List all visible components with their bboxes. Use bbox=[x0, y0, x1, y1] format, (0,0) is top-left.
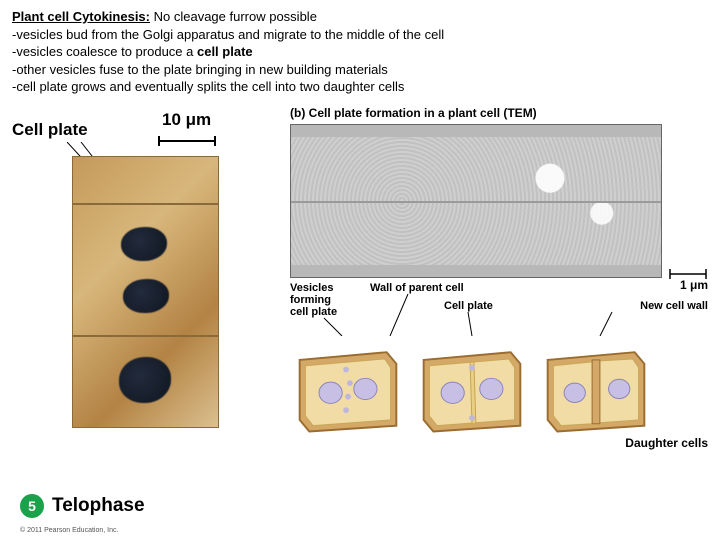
title-tail: No cleavage furrow possible bbox=[150, 9, 317, 24]
scale2-unit: μm bbox=[690, 278, 708, 292]
vesicles-label: Vesicles forming cell plate bbox=[290, 282, 337, 318]
heading-line-3: -vesicles coalesce to produce a cell pla… bbox=[12, 43, 708, 61]
daughter-cells-label: Daughter cells bbox=[290, 436, 708, 450]
scale-bar-icon bbox=[157, 134, 217, 148]
wall-parent-label: Wall of parent cell bbox=[370, 282, 464, 294]
tem-labels: Vesicles forming cell plate Wall of pare… bbox=[290, 278, 708, 336]
heading-line-2: -vesicles bud from the Golgi apparatus a… bbox=[12, 26, 708, 44]
line3-pre: -vesicles coalesce to produce a bbox=[12, 44, 197, 59]
scale2-value: 1 bbox=[680, 278, 690, 292]
scale-10um-label: 10 μm bbox=[162, 110, 211, 130]
new-wall-label: New cell wall bbox=[640, 300, 708, 312]
heading-line-5: -cell plate grows and eventually splits … bbox=[12, 78, 708, 96]
telophase-row: 5 Telophase bbox=[20, 494, 145, 518]
tem-title: (b) Cell plate formation in a plant cell… bbox=[290, 106, 708, 120]
heading-line-4: -other vesicles fuse to the plate bringi… bbox=[12, 61, 708, 79]
heading-line-1: Plant cell Cytokinesis: No cleavage furr… bbox=[12, 8, 708, 26]
content-row: Cell plate 10 μm (b) Cell plate formatio… bbox=[12, 106, 708, 450]
cell-plate-label: Cell plate bbox=[12, 120, 88, 140]
right-column: (b) Cell plate formation in a plant cell… bbox=[290, 106, 708, 450]
left-column: Cell plate 10 μm bbox=[12, 106, 272, 450]
line3-bold: cell plate bbox=[197, 44, 253, 59]
diagram-stage-1 bbox=[290, 340, 406, 434]
light-micrograph bbox=[72, 156, 219, 428]
copyright-text: © 2011 Pearson Education, Inc. bbox=[20, 527, 118, 534]
diagram-stage-3 bbox=[538, 340, 654, 434]
diagram-stage-2 bbox=[414, 340, 530, 434]
diagram-row bbox=[290, 340, 708, 434]
tem-micrograph bbox=[290, 124, 662, 278]
stage-number-badge: 5 bbox=[20, 494, 44, 518]
telophase-label: Telophase bbox=[52, 495, 145, 517]
scale-1um-label: 1 μm bbox=[680, 278, 708, 292]
scale-unit: μm bbox=[186, 110, 212, 129]
cell-plate-label-2: Cell plate bbox=[444, 300, 493, 312]
title-main: Plant cell Cytokinesis: bbox=[12, 9, 150, 24]
scale-value: 10 bbox=[162, 110, 186, 129]
